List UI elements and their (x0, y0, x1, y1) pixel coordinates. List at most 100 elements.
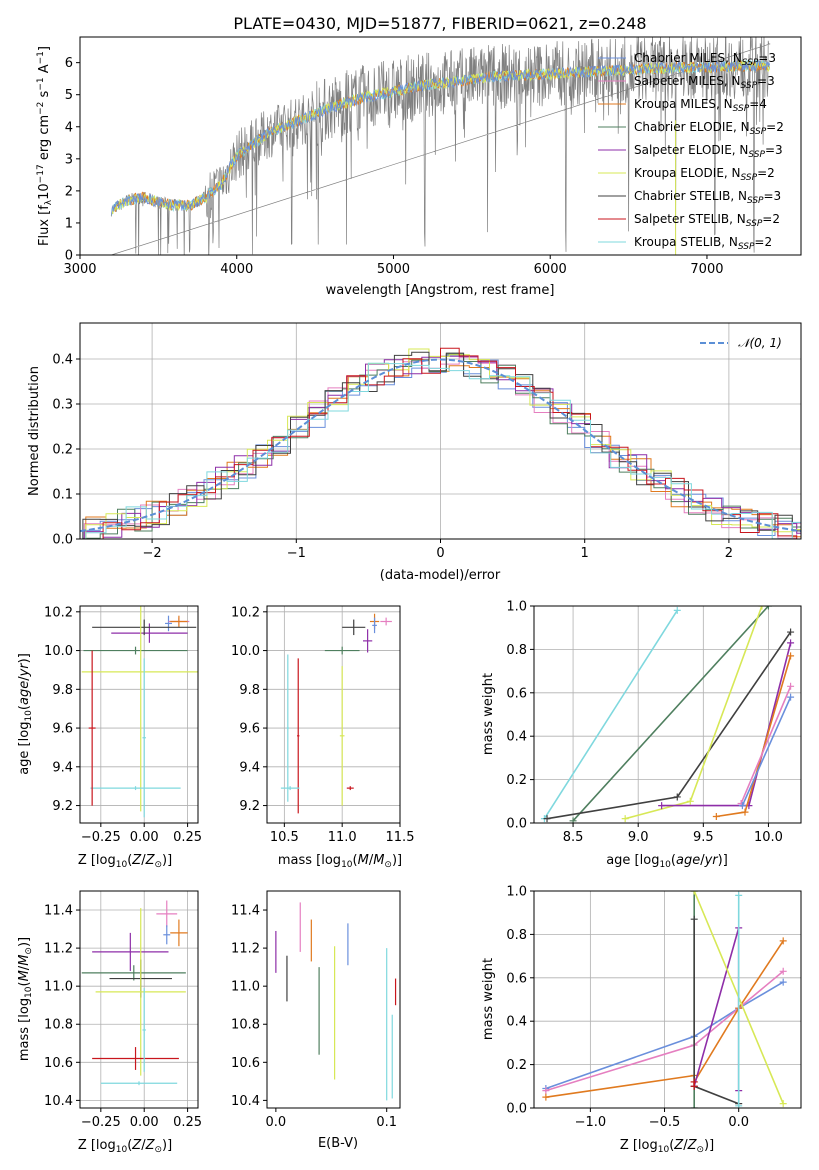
age-Z-ylabel: age [log10(age/yr)] (17, 653, 34, 775)
y-tick-label: 3 (65, 152, 73, 167)
model-spectrum-line (110, 60, 771, 216)
x-tick-label: 0.0 (728, 1115, 749, 1130)
y-tick-label: 0.1 (52, 488, 73, 503)
age-Z-xlabel: Z [log10(Z/Z⊙)] (78, 853, 172, 870)
cumulative-point (779, 1100, 787, 1108)
cumulative-line (693, 927, 740, 1091)
cumulative-point (738, 802, 746, 810)
cumulative-point (542, 1093, 550, 1101)
cumulative-line (740, 685, 792, 804)
x-tick-label: 0.00 (130, 830, 159, 845)
normal-legend-label: 𝒩(0, 1) (738, 336, 782, 350)
residual-histogram (80, 348, 801, 539)
cumulative-point (787, 652, 795, 660)
cumulative-point (764, 606, 772, 610)
spectrum-ylabel: Flux [fλ10−17 erg cm−2 s−1 A−1] (36, 46, 54, 246)
spectrum-legend: Chabrier MILES, NSSP=3 Salpeter MILES, NS… (598, 51, 784, 252)
cumulative-line (624, 606, 763, 820)
x-tick-label: 1 (581, 546, 589, 561)
x-tick-label: 8.5 (563, 830, 584, 845)
cumulative-line (545, 970, 784, 1092)
spectrum-title: PLATE=0430, MJD=51877, FIBERID=0621, z=0… (233, 14, 646, 33)
x-tick-label: 2 (725, 546, 733, 561)
y-tick-label: 6 (65, 56, 73, 71)
x-tick-label: 9.5 (693, 830, 714, 845)
y-tick-label: 9.8 (52, 683, 73, 698)
cumulative-line (543, 609, 678, 820)
cumulative-line (545, 981, 784, 1090)
cumulative-point (712, 812, 720, 820)
model-spectrum-line (110, 59, 771, 216)
cumulative-line (546, 631, 792, 820)
y-tick-label: 0.2 (506, 1058, 527, 1073)
y-tick-label: 0.0 (52, 533, 73, 548)
residual-histogram (80, 351, 801, 539)
x-tick-label: 10.0 (754, 830, 783, 845)
cumulative-point (758, 606, 766, 610)
y-tick-label: 11.2 (231, 942, 260, 957)
y-tick-label: 11.0 (231, 980, 260, 995)
cumulative-point (690, 915, 698, 923)
mass-vs-extinction-panel: 0.0 0.1 10.4 10.6 10.8 11.0 11.2 11.4 E(B-V) (231, 890, 401, 1151)
y-tick-label: 4 (65, 120, 73, 135)
cum-age-ylabel: mass weight (481, 673, 496, 755)
cum-Z-ylabel: mass weight (481, 958, 496, 1040)
mass-vs-metallicity-panel: −0.25 0.00 0.25 10.4 10.6 10.8 11.0 11.2 11.4 Z … (17, 890, 202, 1155)
cumulative-point (787, 639, 795, 647)
mass-Z-ylabel: mass [log10(M/M⊙)] (17, 937, 34, 1061)
cumulative-point (543, 815, 551, 823)
x-tick-label: −1.0 (575, 1115, 607, 1130)
cumulative-point (787, 682, 795, 690)
cumulative-point (741, 808, 749, 816)
y-tick-label: 10.2 (44, 605, 73, 620)
y-tick-label: 10.8 (231, 1018, 260, 1033)
residuals-xlabel: (data-model)/error (380, 568, 501, 583)
x-tick-label: −0.25 (81, 1115, 121, 1130)
x-tick-label: 0.25 (173, 1115, 202, 1130)
legend-label: Chabrier ELODIE, NSSP=2 (634, 120, 784, 137)
cumulative-point (690, 1104, 698, 1108)
y-tick-label: 0.6 (506, 686, 527, 701)
age-vs-metallicity-panel: −0.25 0.00 0.25 9.2 9.4 9.6 9.8 10.0 10.2 Z [log… (17, 605, 202, 870)
y-tick-label: 11.4 (44, 904, 73, 919)
y-tick-label: 9.6 (52, 722, 73, 737)
cum-Z-xlabel: Z [log10(Z/Z⊙)] (620, 1138, 714, 1155)
cumulative-line (741, 696, 792, 806)
y-tick-label: 0.2 (52, 443, 73, 458)
age-vs-mass-panel: 10.5 11.0 11.5 9.2 9.4 9.6 9.8 10.0 10.2 mass [l… (231, 605, 414, 870)
spectrum-panel: 3000 4000 5000 6000 7000 0 1 2 3 4 5 6 wavelength [… (36, 36, 802, 298)
y-tick-label: 11.2 (44, 942, 73, 957)
y-tick-label: 0.0 (506, 1102, 527, 1117)
y-tick-label: 11.4 (231, 904, 260, 919)
x-tick-label: −0.25 (81, 830, 121, 845)
y-tick-label: 9.4 (239, 760, 260, 775)
legend-label: Kroupa MILES, NSSP=4 (634, 97, 767, 114)
y-tick-label: 0.8 (506, 928, 527, 943)
y-tick-label: 10.4 (44, 1094, 73, 1109)
cumulative-point (621, 815, 629, 823)
mass-weight-vs-age-panel: 8.5 9.0 9.5 10.0 0.0 0.2 0.4 0.6 0.8 1.0 age [log… (481, 600, 802, 870)
x-tick-label: 11.0 (328, 830, 357, 845)
x-tick-label: 0.00 (130, 1115, 159, 1130)
x-tick-label: −1 (287, 546, 306, 561)
y-tick-label: 9.8 (239, 683, 260, 698)
y-tick-label: 10.4 (231, 1094, 260, 1109)
y-tick-label: 11.0 (44, 980, 73, 995)
cumulative-point (690, 1078, 698, 1086)
normal-curve (80, 358, 801, 533)
cumulative-point (690, 891, 698, 895)
cum-age-xlabel: age [log10(age/yr)] (606, 853, 728, 870)
y-tick-label: 10.6 (231, 1056, 260, 1071)
y-tick-label: 10.2 (231, 605, 260, 620)
x-tick-label: 6000 (534, 262, 567, 277)
x-tick-label: 4000 (220, 262, 253, 277)
x-tick-label: 0.25 (173, 830, 202, 845)
x-tick-label: −0.5 (649, 1115, 681, 1130)
cumulative-line (572, 606, 769, 822)
cumulative-point (787, 628, 795, 636)
cumulative-point (658, 802, 666, 810)
legend-label: Chabrier STELIB, NSSP=3 (634, 189, 781, 206)
y-tick-label: 0.4 (52, 353, 73, 368)
y-tick-label: 0.3 (52, 398, 73, 413)
